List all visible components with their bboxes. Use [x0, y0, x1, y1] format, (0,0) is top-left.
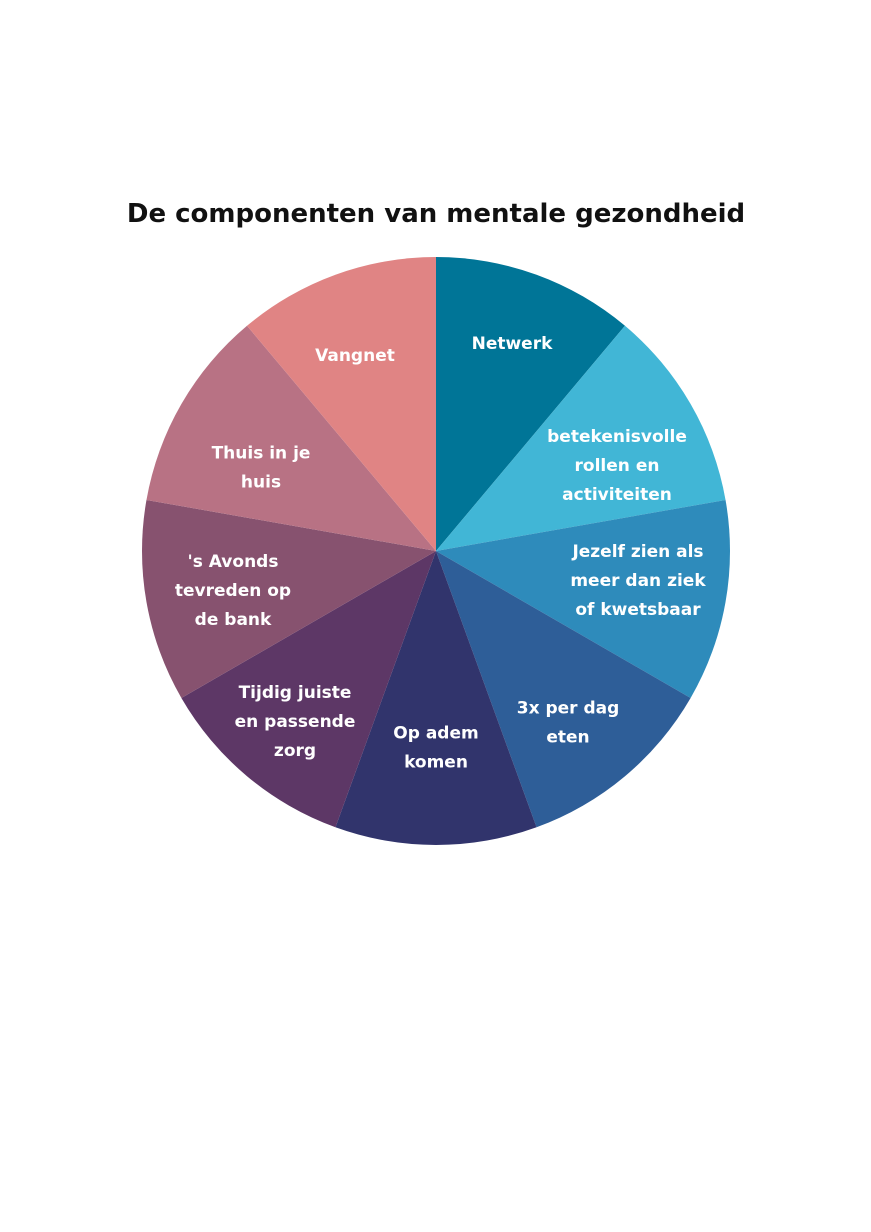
slice-label-line: activiteiten: [562, 485, 672, 505]
pie-slice: [436, 499, 731, 698]
pie-slice: [181, 551, 436, 828]
pie-slice: [335, 551, 537, 845]
slice-label: Netwerk: [472, 334, 554, 354]
slice-label-line: Tijdig juiste: [239, 683, 352, 703]
slice-label-line: Thuis in je: [212, 444, 311, 464]
slice-label: 3x per dag eten: [517, 699, 620, 748]
slice-label-line: zorg: [274, 741, 316, 761]
slice-label-line: meer dan ziek: [570, 571, 706, 591]
pie-slice: [247, 257, 436, 551]
pie-slice: [436, 325, 726, 551]
slice-label-line: eten: [546, 728, 589, 748]
slice-label-line: Vangnet: [315, 346, 395, 366]
slice-label-line: Jezelf zien als: [571, 542, 703, 562]
pie-slice: [141, 499, 436, 698]
slice-label: Jezelf zien als meer dan ziek of kwetsbaar: [570, 542, 706, 620]
slice-label: Op adem komen: [393, 724, 478, 773]
slice-label-line: of kwetsbaar: [575, 600, 701, 620]
pie-slice: [436, 257, 625, 551]
slice-label-line: 3x per dag: [517, 699, 620, 719]
slice-label-line: huis: [241, 473, 281, 493]
pie-slice: [436, 551, 691, 828]
slice-label-line: 's Avonds: [188, 552, 279, 572]
chart-title: De componenten van mentale gezondheid: [127, 199, 745, 229]
slice-label-line: Op adem: [393, 724, 478, 744]
slice-label: Thuis in je huis: [212, 444, 311, 493]
slice-label-line: de bank: [195, 610, 272, 630]
slice-label: betekenisvolle rollen en activiteiten: [547, 427, 687, 505]
slice-label-line: rollen en: [575, 456, 660, 476]
slice-label: Vangnet: [315, 346, 395, 366]
slice-label-line: Netwerk: [472, 334, 554, 354]
slice-label-line: komen: [404, 753, 468, 773]
slice-label: 's Avonds tevreden op de bank: [175, 552, 291, 630]
slice-label-line: betekenisvolle: [547, 427, 687, 447]
slice-label: Tijdig juiste en passende zorg: [235, 683, 356, 761]
pie-slice: [146, 325, 436, 551]
slice-label-line: en passende: [235, 712, 356, 732]
slice-label-line: tevreden op: [175, 581, 291, 601]
